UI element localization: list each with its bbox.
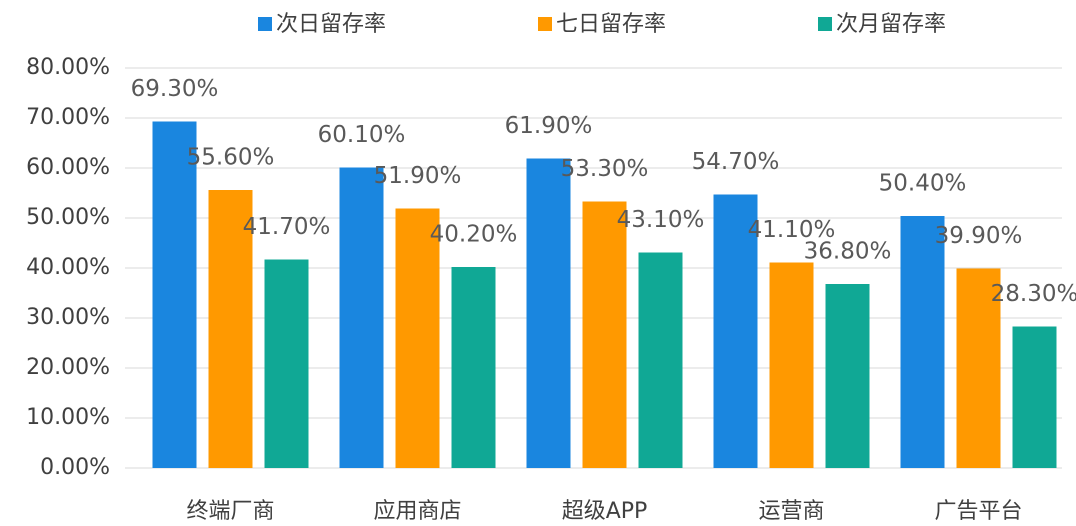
bar — [825, 284, 870, 468]
value-label: 41.10% — [748, 217, 836, 243]
legend-swatch — [818, 17, 832, 31]
value-label: 60.10% — [318, 122, 406, 148]
value-label: 36.80% — [804, 239, 892, 265]
legend-label: 七日留存率 — [556, 12, 666, 37]
value-label: 55.60% — [187, 145, 275, 171]
bar — [638, 252, 683, 468]
value-label: 53.30% — [561, 156, 649, 182]
y-tick-label: 70.00% — [26, 105, 110, 130]
value-label: 39.90% — [935, 223, 1023, 249]
y-tick-label: 0.00% — [40, 455, 110, 480]
bar — [582, 201, 627, 468]
y-tick-label: 10.00% — [26, 405, 110, 430]
x-tick-label: 终端厂商 — [186, 499, 274, 524]
bar — [339, 167, 384, 468]
value-label: 61.90% — [505, 113, 593, 139]
legend-swatch — [538, 17, 552, 31]
bar — [713, 194, 758, 468]
bar — [1012, 326, 1057, 468]
x-tick-label: 应用商店 — [373, 499, 461, 524]
value-label: 43.10% — [617, 207, 705, 233]
y-tick-label: 20.00% — [26, 355, 110, 380]
bar — [395, 208, 440, 468]
x-tick-label: 超级APP — [562, 499, 648, 524]
value-label: 51.90% — [374, 163, 462, 189]
y-tick-label: 60.00% — [26, 155, 110, 180]
y-tick-label: 80.00% — [26, 55, 110, 80]
value-label: 69.30% — [131, 76, 219, 102]
bar — [526, 158, 571, 468]
bar — [264, 259, 309, 468]
y-tick-label: 30.00% — [26, 305, 110, 330]
legend-swatch — [258, 17, 272, 31]
bar — [208, 190, 253, 468]
value-label: 28.30% — [991, 281, 1076, 307]
value-label: 54.70% — [692, 149, 780, 175]
value-label: 50.40% — [879, 171, 967, 197]
bar — [769, 262, 814, 468]
bar — [956, 268, 1001, 468]
x-tick-label: 广告平台 — [934, 499, 1022, 524]
legend-label: 次日留存率 — [276, 12, 386, 37]
bar — [152, 121, 197, 468]
value-label: 40.20% — [430, 222, 518, 248]
y-tick-label: 40.00% — [26, 255, 110, 280]
bar — [451, 267, 496, 468]
y-tick-label: 50.00% — [26, 205, 110, 230]
value-label: 41.70% — [243, 214, 331, 240]
bar — [900, 216, 945, 468]
x-tick-label: 运营商 — [758, 499, 824, 524]
legend-label: 次月留存率 — [836, 12, 946, 37]
